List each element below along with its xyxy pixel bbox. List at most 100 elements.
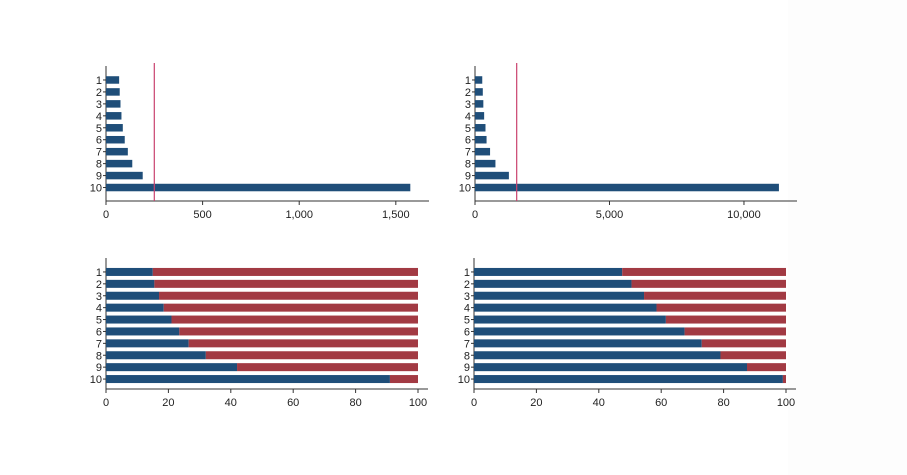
x-tick-label: 80 [717,397,729,409]
bar-4 [106,112,122,120]
bar-10 [475,183,779,192]
y-tick-label: 9 [465,171,471,183]
bar-2-segment-1 [474,279,632,288]
y-tick-label: 8 [465,159,471,171]
x-tick-label: 40 [225,397,237,409]
bar-9-segment-2 [747,363,786,372]
y-tick-label: 10 [90,183,102,195]
y-tick-label: 8 [464,350,470,362]
bar-3-segment-1 [106,291,160,300]
bar-1 [475,76,483,84]
y-tick-label: 3 [96,99,102,111]
bar-1-segment-1 [106,267,153,276]
x-tick-label: 20 [162,397,174,409]
bar-5-segment-2 [665,315,786,324]
x-tick-label: 5,000 [596,209,624,221]
bar-7 [106,147,128,156]
y-tick-label: 4 [96,303,102,315]
bar-5 [106,124,123,132]
bar-1-segment-1 [474,267,623,276]
bar-4-segment-1 [474,303,657,312]
y-tick-label: 3 [96,291,102,303]
outer-margin [788,0,907,475]
bar-8-segment-2 [205,351,418,360]
bar-6-segment-1 [474,327,685,336]
bar-5-segment-2 [171,315,418,324]
x-tick-label: 60 [287,397,299,409]
y-tick-label: 3 [465,99,471,111]
bar-3-segment-2 [644,291,786,300]
y-tick-label: 4 [96,111,102,123]
y-tick-label: 4 [464,303,470,315]
bar-3-segment-2 [159,291,419,300]
bar-7-segment-2 [188,339,418,348]
bar-2 [475,88,483,96]
bar-6-segment-1 [106,327,180,336]
bar-1 [106,76,120,84]
bar-10 [106,183,411,192]
bar-8-segment-2 [720,351,786,360]
y-tick-label: 2 [96,87,102,99]
bar-1-segment-2 [152,267,419,276]
x-tick-label: 40 [593,397,605,409]
y-tick-label: 7 [465,147,471,159]
x-tick-label: 0 [472,209,478,221]
bar-4-segment-2 [656,303,786,312]
x-tick-label: 1,000 [285,209,313,221]
bar-4 [475,112,485,120]
bar-6 [475,135,487,144]
y-tick-label: 7 [96,147,102,159]
bar-10-segment-1 [474,375,783,384]
bar-1-segment-2 [622,267,786,276]
bar-7-segment-1 [474,339,702,348]
y-tick-label: 6 [96,326,102,338]
bar-2-segment-2 [154,279,419,288]
bar-9 [475,171,509,180]
bar-3-segment-1 [474,291,645,300]
y-tick-label: 2 [465,87,471,99]
bar-5-segment-1 [474,315,666,324]
bar-2 [106,88,120,96]
bar-8 [475,159,496,168]
bar-3 [475,100,484,108]
y-tick-label: 1 [465,75,471,87]
y-tick-label: 10 [459,183,471,195]
y-tick-label: 6 [96,135,102,147]
x-tick-label: 80 [349,397,361,409]
bar-10-segment-2 [389,375,418,384]
y-tick-label: 1 [96,75,102,87]
bar-10-segment-2 [782,375,786,384]
y-tick-label: 9 [464,362,470,374]
x-tick-label: 20 [530,397,542,409]
y-tick-label: 3 [464,291,470,303]
bar-10-segment-1 [106,375,390,384]
y-tick-label: 7 [464,338,470,350]
y-tick-label: 2 [96,279,102,291]
x-tick-label: 60 [655,397,667,409]
y-tick-label: 5 [96,315,102,327]
y-tick-label: 9 [96,171,102,183]
bar-6-segment-2 [684,327,786,336]
y-tick-label: 1 [464,267,470,279]
y-tick-label: 5 [464,315,470,327]
bar-7 [475,147,491,156]
bar-4-segment-2 [163,303,418,312]
y-tick-label: 4 [465,111,471,123]
bar-9-segment-2 [237,363,418,372]
y-tick-label: 5 [96,123,102,135]
bar-6 [106,135,125,144]
x-tick-label: 0 [471,397,477,409]
y-tick-label: 8 [96,159,102,171]
y-tick-label: 7 [96,338,102,350]
bar-6-segment-2 [179,327,418,336]
bar-2-segment-2 [631,279,786,288]
y-tick-label: 2 [464,279,470,291]
y-tick-label: 8 [96,350,102,362]
x-tick-label: 100 [777,397,795,409]
bar-9-segment-1 [106,363,238,372]
y-tick-label: 5 [465,123,471,135]
bar-2-segment-1 [106,279,155,288]
